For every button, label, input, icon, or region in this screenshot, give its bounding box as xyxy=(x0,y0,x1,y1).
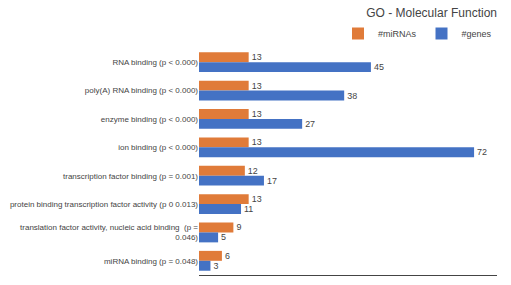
svg-text:miRNA binding (p = 0.048): miRNA binding (p = 0.048) xyxy=(104,257,198,266)
svg-text:27: 27 xyxy=(305,119,315,129)
svg-text:poly(A) RNA binding (p < 0.000: poly(A) RNA binding (p < 0.000) xyxy=(85,86,199,95)
svg-text:GO - Molecular Function: GO - Molecular Function xyxy=(366,6,497,20)
svg-text:11: 11 xyxy=(244,204,253,214)
svg-text:6: 6 xyxy=(225,251,230,261)
svg-text:transcription factor binding (: transcription factor binding (p = 0.001) xyxy=(63,171,198,180)
svg-text:#miRNAs: #miRNAs xyxy=(378,29,417,39)
svg-text:13: 13 xyxy=(252,52,262,62)
svg-text:9: 9 xyxy=(236,222,241,232)
svg-text:17: 17 xyxy=(267,176,277,186)
svg-text:72: 72 xyxy=(477,147,487,157)
svg-text:13: 13 xyxy=(252,194,262,204)
svg-text:RNA binding (p < 0.000): RNA binding (p < 0.000) xyxy=(112,58,198,67)
svg-text:#genes: #genes xyxy=(462,29,492,39)
svg-text:38: 38 xyxy=(347,91,357,101)
svg-text:ion binding (p < 0.000): ion binding (p < 0.000) xyxy=(118,143,198,152)
svg-text:protein binding transcription: protein binding transcription factor act… xyxy=(10,200,198,209)
svg-text:45: 45 xyxy=(374,62,384,72)
svg-text:enzyme binding (p < 0.000): enzyme binding (p < 0.000) xyxy=(101,115,199,124)
svg-text:3: 3 xyxy=(213,261,218,271)
svg-text:5: 5 xyxy=(221,232,226,242)
svg-text:12: 12 xyxy=(248,166,258,176)
svg-text:13: 13 xyxy=(252,109,262,119)
svg-text:13: 13 xyxy=(252,137,262,147)
svg-text:13: 13 xyxy=(252,81,262,91)
svg-text:translation factor activity, n: translation factor activity, nucleic aci… xyxy=(20,223,198,242)
